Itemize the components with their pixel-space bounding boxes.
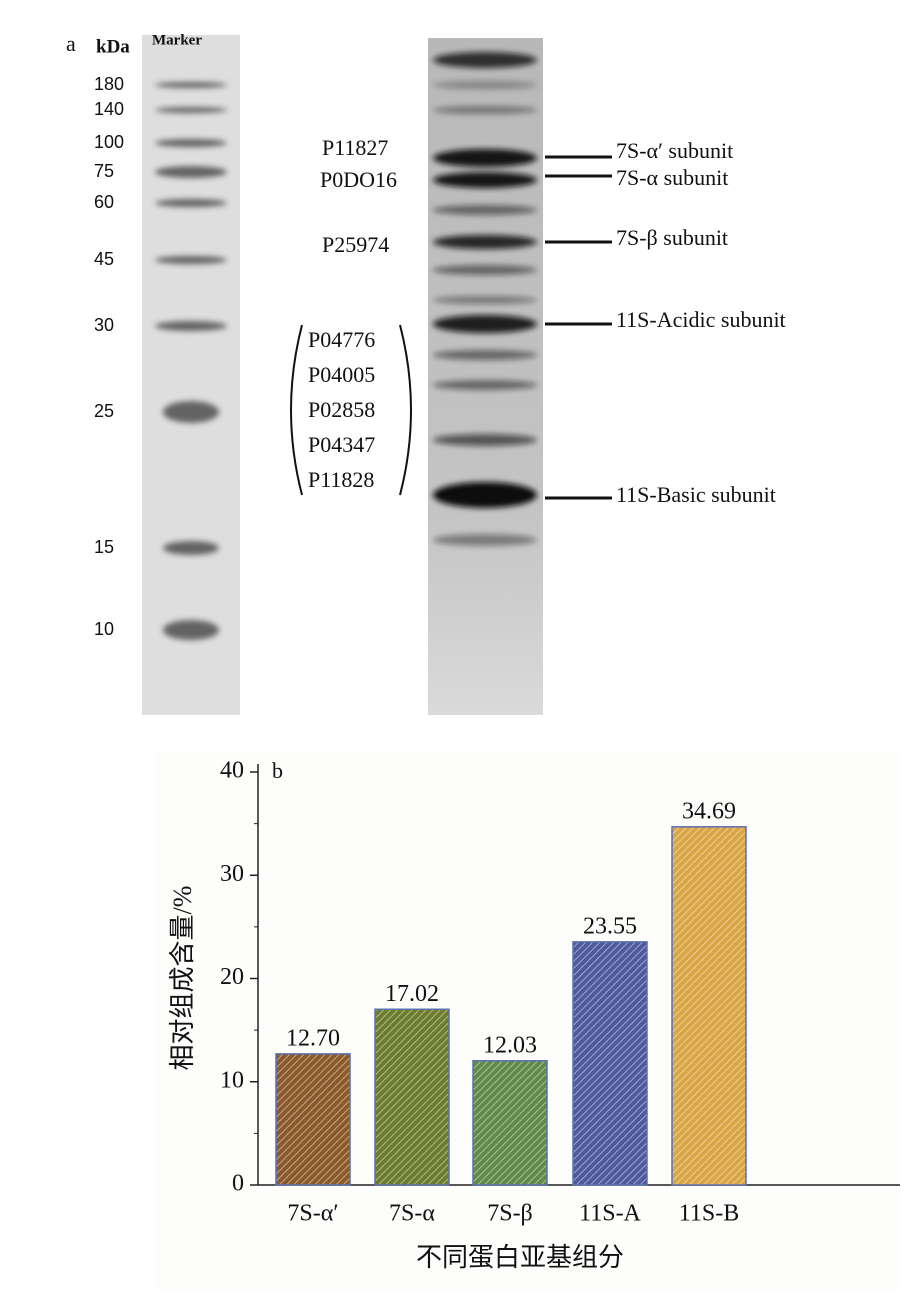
bar (374, 1008, 450, 1186)
protein-id: P11827 (322, 135, 388, 160)
sample-band (433, 265, 537, 275)
marker-kda: 10 (94, 619, 114, 639)
marker-band (155, 82, 227, 88)
sample-band (433, 482, 537, 508)
marker-band (163, 541, 219, 555)
marker-kda: 25 (94, 401, 114, 421)
y-tick-label: 20 (220, 964, 244, 990)
protein-id: P0DO16 (320, 167, 397, 192)
bar (572, 941, 648, 1186)
sample-band (433, 434, 537, 446)
sample-band (433, 315, 537, 333)
protein-id: P02858 (308, 397, 375, 422)
x-tick-label: 7S-β (487, 1201, 533, 1227)
y-axis-title: 相对组成含量/% (168, 886, 197, 1071)
marker-kda: 45 (94, 249, 114, 269)
chart-bg (155, 752, 900, 1290)
sample-band (433, 205, 537, 215)
unit-label: kDa (96, 36, 130, 57)
subunit-label: 11S-Basic subunit (616, 482, 776, 507)
bar (275, 1053, 351, 1186)
x-tick-label: 11S-B (679, 1201, 739, 1227)
bracket (399, 324, 412, 496)
x-axis-title: 不同蛋白亚基组分 (416, 1243, 624, 1272)
sample-lane (428, 38, 543, 715)
marker-band (155, 256, 227, 264)
sample-band (433, 350, 537, 360)
marker-kda: 60 (94, 192, 114, 212)
value-label: 17.02 (385, 981, 439, 1007)
subunit-label: 11S-Acidic subunit (616, 307, 786, 332)
marker-lane (142, 35, 240, 715)
value-label: 12.03 (483, 1032, 537, 1058)
gel-panel: a kDa Marker 180 140 100 75 60 45 30 25 15 10 P11827 P… (66, 31, 786, 640)
marker-kda: 15 (94, 537, 114, 557)
value-label: 12.70 (286, 1025, 340, 1051)
marker-title: Marker (152, 32, 202, 48)
protein-id: P04347 (308, 432, 375, 457)
sample-band (433, 296, 537, 304)
marker-kda: 100 (94, 132, 124, 152)
y-tick-label: 40 (220, 758, 244, 784)
marker-band (155, 107, 227, 113)
protein-id: P11828 (308, 467, 374, 492)
x-tick-label: 7S-α′ (287, 1201, 338, 1227)
value-label: 23.55 (583, 913, 637, 939)
protein-id: P04776 (308, 327, 375, 352)
marker-band (155, 199, 227, 207)
marker-band (155, 166, 227, 178)
marker-band (163, 620, 219, 640)
x-tick-label: 11S-A (579, 1201, 641, 1227)
protein-id: P25974 (322, 232, 389, 257)
y-tick-label: 30 (220, 861, 244, 887)
subunit-label: 7S-α′ subunit (616, 138, 733, 163)
sample-band (433, 149, 537, 167)
sample-band (433, 52, 537, 68)
marker-kda: 180 (94, 74, 124, 94)
marker-kda: 140 (94, 99, 124, 119)
bracket (290, 324, 303, 496)
y-tick-label: 0 (232, 1171, 244, 1197)
sample-band (433, 172, 537, 188)
protein-id: P04005 (308, 362, 375, 387)
marker-band (155, 321, 227, 331)
marker-band (163, 401, 219, 423)
value-label: 34.69 (682, 798, 736, 824)
bar (472, 1060, 548, 1186)
sample-band (433, 534, 537, 546)
subunit-label: 7S-α subunit (616, 165, 728, 190)
sample-band (433, 81, 537, 89)
bar-chart: b 0 10 20 30 40 12.70 7S-α′ 17.02 7S-α 12.03 7S-β 23… (168, 758, 900, 1272)
panel-label: b (272, 758, 283, 783)
y-tick-label: 10 (220, 1067, 244, 1093)
bar (671, 826, 747, 1186)
marker-kda: 30 (94, 315, 114, 335)
marker-band (155, 139, 227, 147)
sample-band (433, 106, 537, 114)
sample-band (433, 380, 537, 390)
subunit-label: 7S-β subunit (616, 225, 728, 250)
x-tick-label: 7S-α (389, 1201, 435, 1227)
sample-band (433, 235, 537, 249)
panel-label: a (66, 31, 76, 56)
marker-kda: 75 (94, 161, 114, 181)
